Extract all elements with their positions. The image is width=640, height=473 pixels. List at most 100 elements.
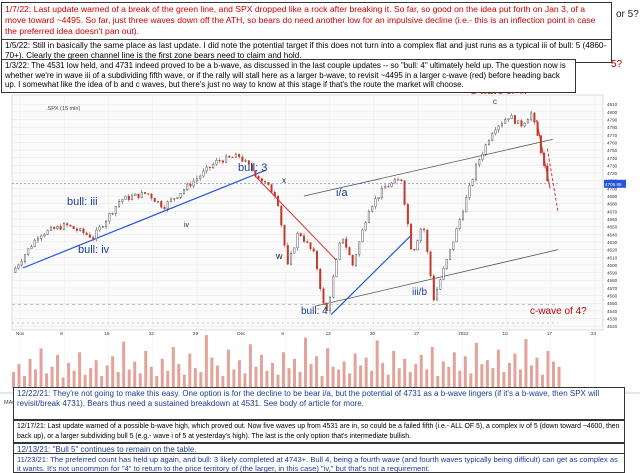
candle (367, 211, 370, 223)
y-tick-label: 4550 (607, 301, 618, 306)
y-tick-label: 4520 (607, 324, 618, 329)
candle (124, 195, 127, 200)
wave-label: x (282, 176, 286, 185)
volume-bar (414, 364, 418, 388)
candle (95, 229, 98, 239)
volume-bar (348, 373, 352, 388)
candle (345, 238, 348, 248)
y-tick-label: 4760 (607, 140, 618, 145)
candle (303, 235, 306, 242)
volume-bar (480, 364, 484, 388)
trendlines (12, 120, 559, 324)
volume-bar (204, 335, 208, 388)
candle (309, 242, 312, 249)
candle (442, 268, 445, 280)
y-tick-label: 4720 (607, 171, 618, 176)
volume-bar (94, 360, 98, 388)
y-tick-label: 4610 (607, 255, 618, 260)
candle (364, 222, 367, 231)
wave-label: iv (184, 222, 190, 229)
candle (179, 193, 182, 198)
volume-bar (177, 364, 181, 388)
candle (436, 289, 439, 301)
candle (215, 160, 218, 165)
candle (491, 133, 494, 141)
volume-bar (210, 357, 214, 388)
candle (332, 276, 335, 298)
volume-bar (133, 361, 137, 388)
candle (114, 206, 117, 214)
volume-bar (287, 368, 291, 388)
volume-bar (265, 370, 269, 388)
volume-bars (12, 335, 561, 388)
volume-bar (309, 364, 313, 388)
y-tick-label: 4650 (607, 225, 618, 230)
candle (231, 157, 234, 159)
volume-bar (419, 354, 423, 388)
volume-bar (364, 357, 368, 388)
volume-bar (469, 373, 473, 388)
candle (533, 112, 536, 123)
volume-bar (359, 365, 363, 388)
volume-bar (127, 369, 131, 388)
volume-bar (425, 369, 429, 388)
candle (33, 239, 36, 247)
candle (277, 195, 280, 207)
candle (150, 193, 153, 199)
candle (260, 178, 263, 182)
candle (536, 122, 539, 136)
candle (225, 155, 228, 163)
volume-bar (105, 365, 109, 388)
y-tick-label: 4800 (607, 110, 618, 115)
candle (98, 226, 101, 231)
volume-bar (83, 374, 87, 388)
y-tick-label: 4530 (607, 317, 618, 322)
candle (208, 166, 211, 168)
candle (426, 229, 429, 252)
volume-bar (144, 350, 148, 388)
candle (118, 201, 121, 207)
volume-bar (298, 372, 302, 388)
candle (487, 140, 490, 145)
volume-bar (463, 356, 467, 388)
volume-bar (50, 366, 54, 388)
y-tick-label: 4540 (607, 309, 618, 314)
candle (325, 303, 328, 312)
candle (160, 201, 163, 208)
candle (111, 213, 114, 215)
candle (458, 219, 461, 229)
candle (322, 288, 325, 304)
candle (319, 268, 322, 289)
candle (251, 164, 254, 171)
candle (53, 227, 56, 230)
candle (293, 247, 296, 254)
candle (504, 119, 507, 124)
volume-bar (342, 361, 346, 388)
volume-bar (248, 344, 252, 388)
candle (20, 261, 23, 266)
candle (465, 197, 468, 213)
volume-bar (557, 366, 561, 388)
candle (374, 198, 377, 207)
candle (85, 232, 88, 235)
candle (254, 170, 257, 177)
candle (478, 159, 481, 166)
candle (497, 125, 500, 131)
volume-bar (193, 368, 197, 388)
candle (361, 229, 364, 243)
candle (62, 223, 65, 230)
y-tick-label: 4780 (607, 125, 618, 130)
volume-bar (45, 373, 49, 388)
candle (419, 228, 422, 241)
candle (517, 120, 520, 124)
volume-bar (72, 370, 76, 388)
candle (69, 224, 72, 227)
volume-bar (513, 353, 517, 388)
candle (166, 201, 169, 210)
volume-bar (546, 350, 550, 388)
volume-bar (326, 348, 330, 388)
volume-bar (452, 352, 456, 388)
volume-bar (237, 360, 241, 388)
wave-label: c-wave of 4? (530, 306, 587, 317)
y-tick-label: 4750 (607, 148, 618, 153)
